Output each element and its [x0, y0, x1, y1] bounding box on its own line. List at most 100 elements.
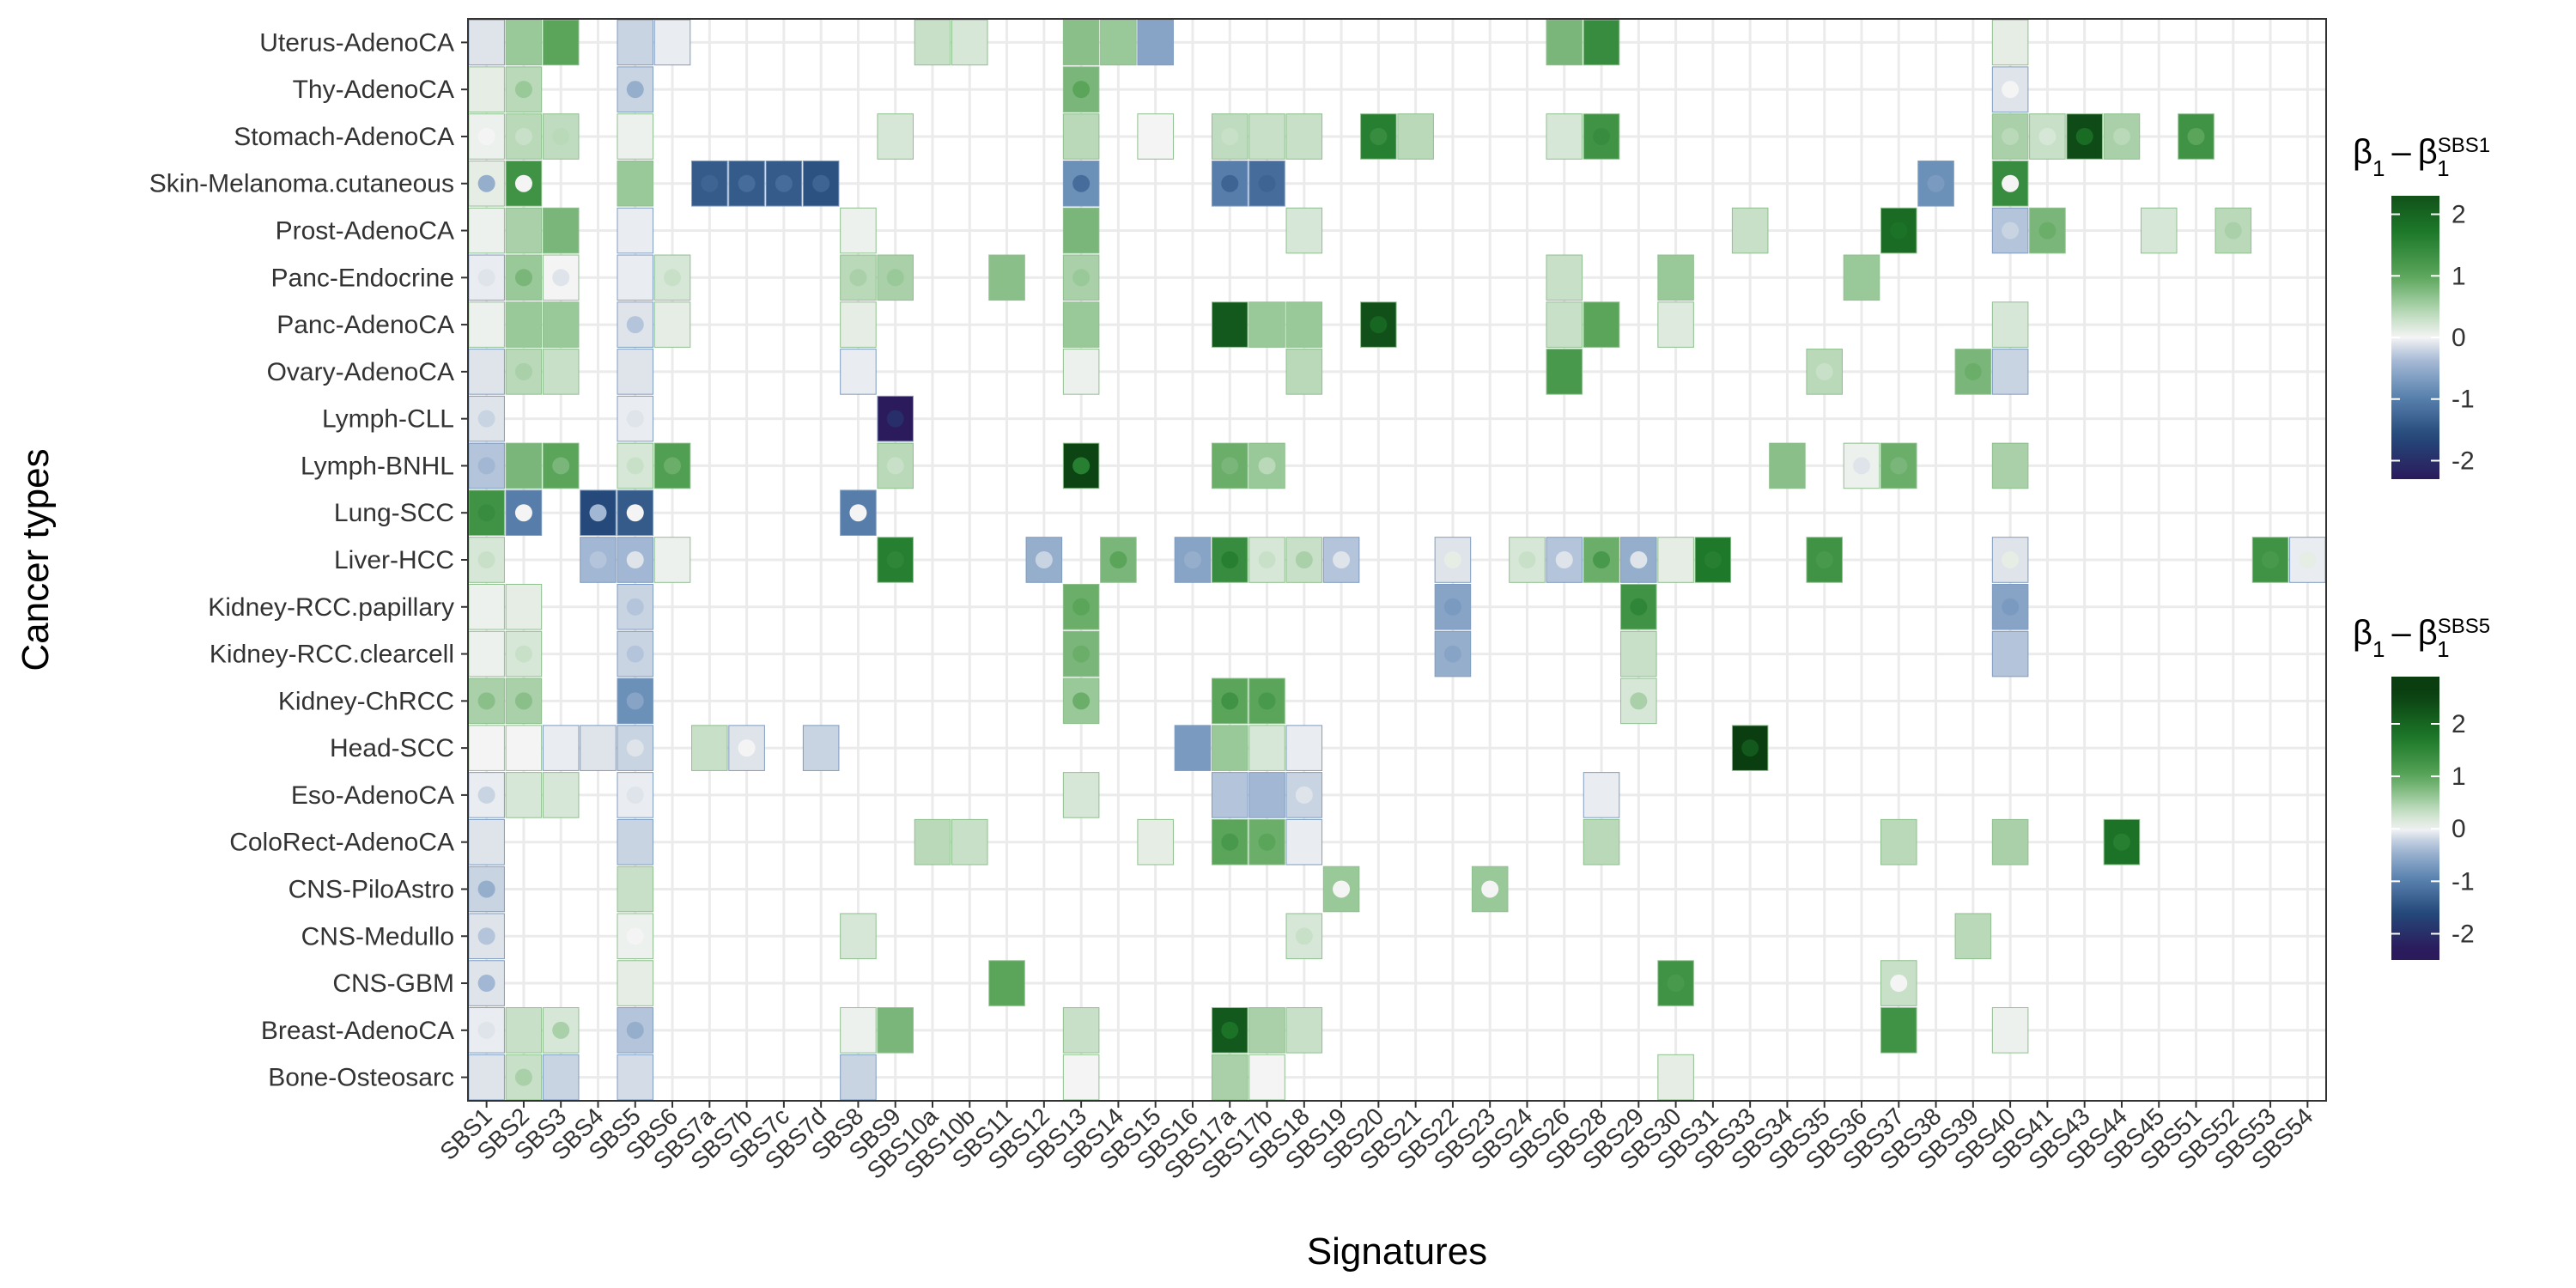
heatmap-point [2038, 127, 2057, 145]
heatmap-tile [1657, 301, 1694, 348]
heatmap-point [1295, 927, 1313, 945]
legend-tick-label: 2 [2451, 201, 2466, 229]
heatmap-tile [1285, 725, 1323, 771]
heatmap-tile [840, 301, 877, 348]
heatmap-point [626, 316, 644, 334]
heatmap-point [886, 410, 904, 428]
heatmap-tile [1249, 772, 1285, 818]
heatmap-tile [1137, 19, 1174, 66]
heatmap-point [775, 174, 793, 192]
legend-title-part: SBS1 [2438, 134, 2490, 157]
heatmap-tile [468, 818, 505, 866]
heatmap-tile [542, 772, 580, 818]
y-tick-label: Kidney-RCC.clearcell [210, 641, 454, 669]
y-tick-label: Panc-Endocrine [271, 264, 454, 292]
heatmap-point [886, 269, 904, 287]
legend-colorbar [2391, 677, 2439, 960]
heatmap-point [552, 362, 570, 380]
y-tick-label: Breast-AdenoCA [261, 1017, 454, 1045]
heatmap-point [477, 410, 495, 428]
heatmap-point [1072, 222, 1091, 240]
heatmap-point [477, 786, 495, 804]
heatmap-point [1927, 174, 1945, 192]
heatmap-point [1778, 457, 1796, 475]
heatmap-point [514, 362, 532, 380]
heatmap-point [514, 504, 532, 522]
heatmap-tile [505, 583, 543, 630]
heatmap-tile [542, 725, 580, 771]
heatmap-tile [468, 113, 505, 160]
heatmap-point [1630, 645, 1648, 663]
heatmap-point [477, 880, 495, 898]
y-tick-label: CNS-Medullo [301, 922, 454, 951]
heatmap-point [1630, 692, 1648, 710]
heatmap-point [626, 551, 644, 568]
heatmap-point [1890, 975, 1908, 993]
heatmap-point [1258, 127, 1276, 145]
heatmap-point [477, 975, 495, 993]
y-tick-label: Kidney-ChRCC [278, 687, 454, 715]
heatmap-point [626, 174, 644, 192]
heatmap-point [2002, 316, 2020, 334]
heatmap-tile [691, 725, 728, 771]
heatmap-point [1258, 551, 1276, 568]
heatmap-tile [1062, 301, 1100, 348]
heatmap-point [1258, 833, 1276, 851]
heatmap-tile [1583, 772, 1620, 818]
heatmap-tile [617, 677, 654, 725]
heatmap-point [1258, 174, 1276, 192]
heatmap-tile [1397, 113, 1434, 160]
legend-tick-label: -2 [2451, 920, 2475, 948]
heatmap-point [1333, 551, 1351, 568]
heatmap-point [886, 127, 904, 145]
heatmap-point [1295, 127, 1313, 145]
y-tick-label: Lymph-BNHL [301, 452, 454, 480]
heatmap-tile [468, 349, 505, 395]
legend-tick-label: -2 [2451, 447, 2475, 475]
legend-title-part: 1 [2437, 636, 2449, 662]
heatmap-point [2002, 222, 2020, 240]
heatmap-point [552, 457, 570, 475]
heatmap-tile [617, 818, 654, 866]
heatmap-tile [1546, 19, 1583, 66]
heatmap-point [552, 269, 570, 287]
heatmap-point [1295, 1021, 1313, 1039]
heatmap-point [738, 174, 756, 192]
legend-tick-label: 0 [2451, 815, 2466, 843]
heatmap-tile [653, 537, 691, 583]
legend-title: β1– βSBS5 1 [2353, 614, 2490, 662]
heatmap-tile [840, 1054, 877, 1101]
heatmap-tile [1731, 207, 1769, 254]
legend-title-part: 1 [2437, 155, 2449, 181]
heatmap-point [1815, 551, 1833, 568]
heatmap-point [1221, 457, 1239, 475]
heatmap-tile [617, 349, 654, 395]
legend-title-part: β [2353, 133, 2372, 171]
heatmap-point [514, 457, 532, 475]
tiles-layer [468, 19, 2326, 1101]
heatmap-point [626, 692, 644, 710]
heatmap-point [514, 81, 532, 99]
heatmap-point [1072, 174, 1091, 192]
heatmap-tile [1100, 19, 1137, 66]
heatmap-tile [1249, 725, 1285, 771]
x-axis-title: Signatures [1307, 1230, 1487, 1273]
heatmap-point [1183, 551, 1201, 568]
heatmap-point [1333, 880, 1351, 898]
heatmap-point [2038, 222, 2057, 240]
y-tick-label: Uterus-AdenoCA [259, 28, 454, 57]
legend-tick-label: -1 [2451, 867, 2475, 896]
heatmap-tile [1249, 1054, 1285, 1101]
heatmap-point [2112, 127, 2130, 145]
heatmap-point [477, 504, 495, 522]
heatmap-point [1443, 551, 1461, 568]
heatmap-tile [505, 301, 543, 348]
legend-title-part: β [2418, 133, 2438, 171]
heatmap-point [477, 927, 495, 945]
heatmap-tile [1137, 818, 1174, 866]
heatmap-point [1964, 927, 1982, 945]
heatmap-point [849, 269, 867, 287]
heatmap-point [1072, 1021, 1091, 1039]
legend-title-part: – [2391, 614, 2411, 652]
